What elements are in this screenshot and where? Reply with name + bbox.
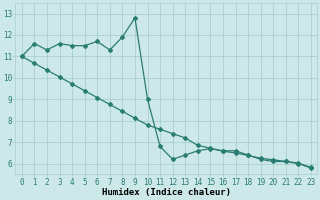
X-axis label: Humidex (Indice chaleur): Humidex (Indice chaleur) bbox=[102, 188, 231, 197]
